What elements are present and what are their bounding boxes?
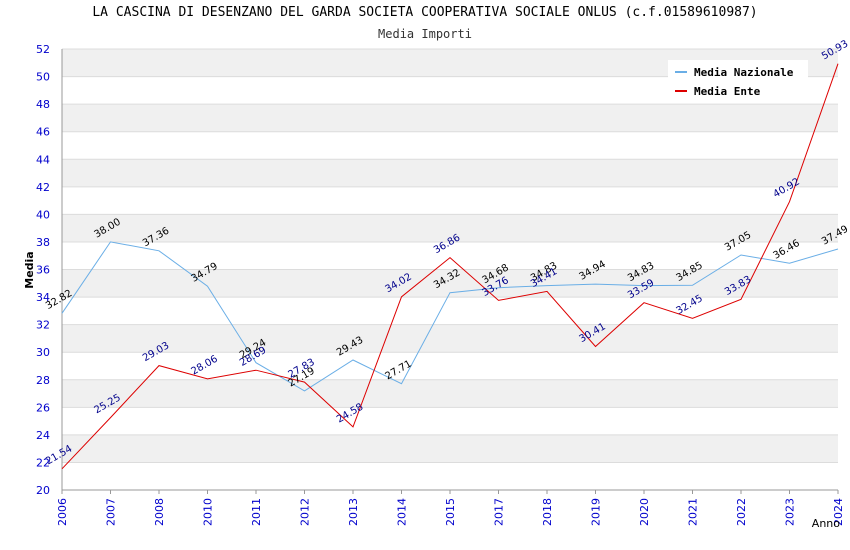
x-tick-label: 2022	[735, 498, 748, 526]
x-tick-label: 2013	[347, 498, 360, 526]
grid-band	[62, 434, 838, 463]
y-tick-label: 30	[36, 346, 50, 359]
y-tick-label: 28	[36, 374, 50, 387]
y-tick-label: 36	[36, 264, 50, 277]
grid-band	[62, 159, 838, 187]
data-label: 27.71	[384, 358, 414, 382]
legend-box	[668, 60, 808, 100]
x-tick-label: 2018	[541, 498, 554, 526]
x-tick-label: 2010	[202, 498, 215, 526]
y-tick-label: 38	[36, 236, 50, 249]
y-axis-title: Media	[23, 251, 36, 288]
data-label: 21.54	[44, 444, 74, 468]
y-tick-label: 44	[36, 153, 50, 166]
x-tick-label: 2012	[299, 498, 312, 526]
grid-band	[62, 104, 838, 132]
y-tick-label: 50	[36, 71, 50, 84]
chart-subtitle: Media Importi	[378, 27, 472, 41]
y-tick-label: 22	[36, 456, 50, 469]
y-tick-label: 40	[36, 208, 50, 221]
series-line-2	[61, 63, 839, 470]
x-tick-label: 2023	[784, 498, 797, 526]
x-tick-label: 2007	[105, 498, 118, 526]
y-tick-label: 24	[36, 429, 50, 442]
x-tick-label: 2008	[153, 498, 166, 526]
grid-band	[62, 214, 838, 242]
x-tick-label: 2019	[590, 498, 603, 526]
x-tick-label: 2014	[396, 498, 409, 526]
y-tick-label: 20	[36, 484, 50, 497]
x-tick-label: 2011	[250, 498, 263, 526]
chart-title: LA CASCINA DI DESENZANO DEL GARDA SOCIET…	[92, 5, 758, 20]
x-tick-label: 2024	[832, 498, 845, 526]
x-tick-label: 2020	[638, 498, 651, 526]
y-tick-label: 42	[36, 181, 50, 194]
y-tick-label: 46	[36, 126, 50, 139]
x-tick-label: 2021	[687, 498, 700, 526]
x-tick-label: 2006	[56, 498, 69, 526]
data-label: 28.06	[190, 354, 220, 378]
series-line-1	[61, 241, 839, 392]
legend-entry: Media Nazionale	[694, 66, 794, 79]
y-tick-label: 48	[36, 98, 50, 111]
grid-band	[62, 324, 838, 353]
x-tick-label: 2015	[444, 498, 457, 526]
y-tick-label: 34	[36, 291, 50, 304]
x-tick-label: 2017	[493, 498, 506, 526]
grid-band	[62, 379, 838, 408]
y-tick-label: 26	[36, 401, 50, 414]
legend-entry: Media Ente	[694, 85, 761, 98]
y-tick-label: 32	[36, 319, 50, 332]
x-axis-title: Anno	[812, 517, 840, 530]
y-tick-label: 52	[36, 43, 50, 56]
